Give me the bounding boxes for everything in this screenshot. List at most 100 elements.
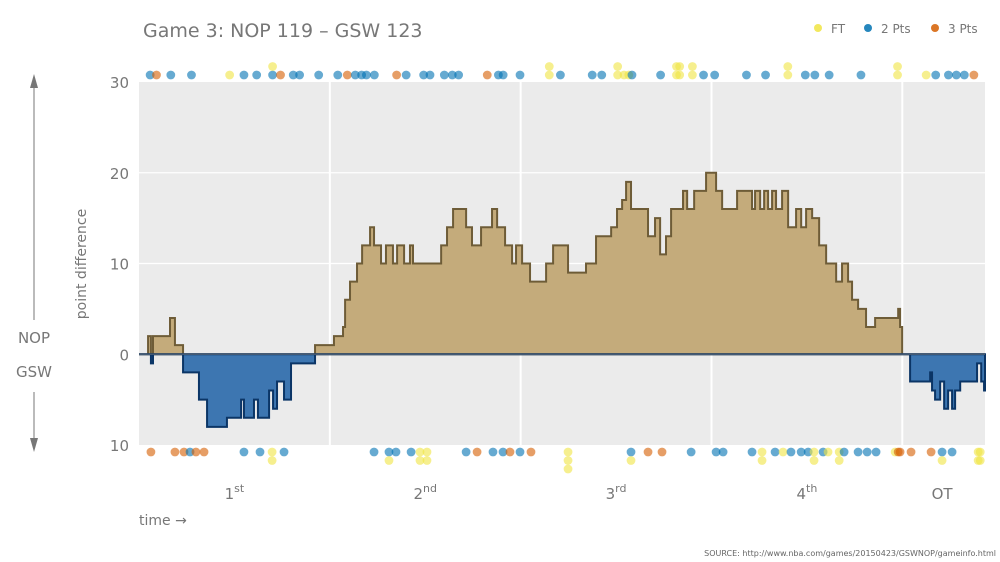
gsw-score-point <box>267 456 277 465</box>
gsw-score-point <box>975 456 985 465</box>
nop-score-point <box>152 70 161 80</box>
nop-score-point <box>268 62 277 71</box>
gsw-score-point <box>239 447 249 457</box>
nop-score-point <box>544 70 554 80</box>
nop-score-point <box>342 70 352 80</box>
gsw-score-point <box>643 447 653 457</box>
gsw-score-point <box>747 447 757 457</box>
y-tick-label: 0 <box>119 346 129 364</box>
nop-score-point <box>295 70 305 80</box>
gsw-score-point <box>711 447 721 457</box>
gsw-score-point <box>809 456 819 465</box>
gsw-score-point <box>937 456 947 465</box>
nop-score-point <box>687 62 697 71</box>
gsw-score-point <box>170 447 180 457</box>
gsw-score-point <box>937 447 947 457</box>
nop-score-point <box>556 70 565 80</box>
gsw-score-point <box>871 447 881 457</box>
nop-score-point <box>225 70 235 80</box>
nop-score-point <box>597 70 607 80</box>
nop-score-point <box>425 70 435 80</box>
gsw-score-point <box>505 447 515 457</box>
gsw-score-point <box>975 447 985 457</box>
y-tick-label: 30 <box>110 74 129 92</box>
nop-score-point <box>959 70 969 80</box>
gsw-score-point <box>279 447 289 457</box>
gsw-score-point <box>563 447 573 457</box>
source-note: SOURCE: http://www.nba.com/games/2015042… <box>704 549 996 558</box>
nop-score-point <box>515 70 525 80</box>
up-arrowhead-icon <box>30 74 38 88</box>
y-axis-label: point difference <box>74 209 90 319</box>
gsw-score-point <box>823 447 833 457</box>
gsw-score-point <box>384 456 394 465</box>
gsw-score-point <box>406 447 416 457</box>
nop-score-point <box>419 70 429 80</box>
gsw-score-point <box>947 447 957 457</box>
gsw-score-point <box>498 447 508 457</box>
nop-score-point <box>587 70 597 80</box>
nop-score-point <box>761 70 770 80</box>
y-tick-label: 10 <box>110 437 129 455</box>
legend-label: 3 Pts <box>948 22 978 36</box>
gsw-score-point <box>757 456 767 465</box>
legend-marker <box>931 24 939 32</box>
gsw-score-point <box>786 447 796 457</box>
nop-score-point <box>447 70 457 80</box>
nop-score-point <box>969 70 979 80</box>
nop-score-point <box>951 70 961 80</box>
nop-score-point <box>498 70 508 80</box>
nop-score-point <box>288 70 298 80</box>
period-labels: 1st 2nd 3rd 4th OT <box>225 482 954 503</box>
gsw-score-point <box>415 456 425 465</box>
gsw-score-point <box>757 447 767 457</box>
gsw-score-point <box>267 447 277 457</box>
gsw-score-point <box>895 447 905 457</box>
period-label: 2nd <box>413 482 437 503</box>
legend-marker <box>864 24 872 32</box>
period-label: 4th <box>796 482 817 503</box>
nop-score-point <box>350 70 360 80</box>
gsw-score-point <box>515 447 525 457</box>
nop-score-point <box>699 70 708 80</box>
nop-score-point <box>166 70 176 80</box>
nop-score-point <box>268 70 277 80</box>
gsw-score-point <box>488 447 498 457</box>
nop-score-point <box>810 70 820 80</box>
nop-score-point <box>362 70 371 80</box>
nop-score-point <box>482 70 492 80</box>
nop-score-point <box>742 70 751 80</box>
nop-score-point <box>454 70 464 80</box>
series-areas <box>139 171 986 428</box>
gsw-score-point <box>461 447 471 457</box>
nop-score-point <box>252 70 262 80</box>
nop-score-point <box>675 70 685 80</box>
nop-score-point <box>893 62 902 71</box>
nop-score-point <box>944 70 953 80</box>
nop-lead-area <box>139 171 985 356</box>
nop-score-point <box>392 70 402 80</box>
nop-score-point <box>187 70 196 80</box>
gsw-label: GSW <box>16 363 52 381</box>
nop-score-point <box>687 70 697 80</box>
nop-score-point <box>824 70 834 80</box>
legend-marker <box>814 24 822 32</box>
y-axis-ticks: 30 20 10 0 10 <box>110 74 129 455</box>
gsw-score-point <box>686 447 696 457</box>
nop-score-point <box>931 70 941 80</box>
scoring-events <box>145 62 985 474</box>
nop-score-point <box>675 62 685 71</box>
gsw-score-point <box>179 447 189 457</box>
gsw-score-point <box>422 447 432 457</box>
gsw-score-point <box>369 447 379 457</box>
nop-score-point <box>276 70 285 80</box>
gsw-score-point <box>770 447 780 457</box>
side-indicator: NOP GSW <box>16 74 52 452</box>
gsw-score-point <box>853 447 863 457</box>
nop-score-point <box>893 70 902 80</box>
gsw-score-point <box>526 447 536 457</box>
gsw-score-point <box>796 447 806 457</box>
nop-score-point <box>544 62 554 71</box>
nop-score-point <box>800 70 810 80</box>
